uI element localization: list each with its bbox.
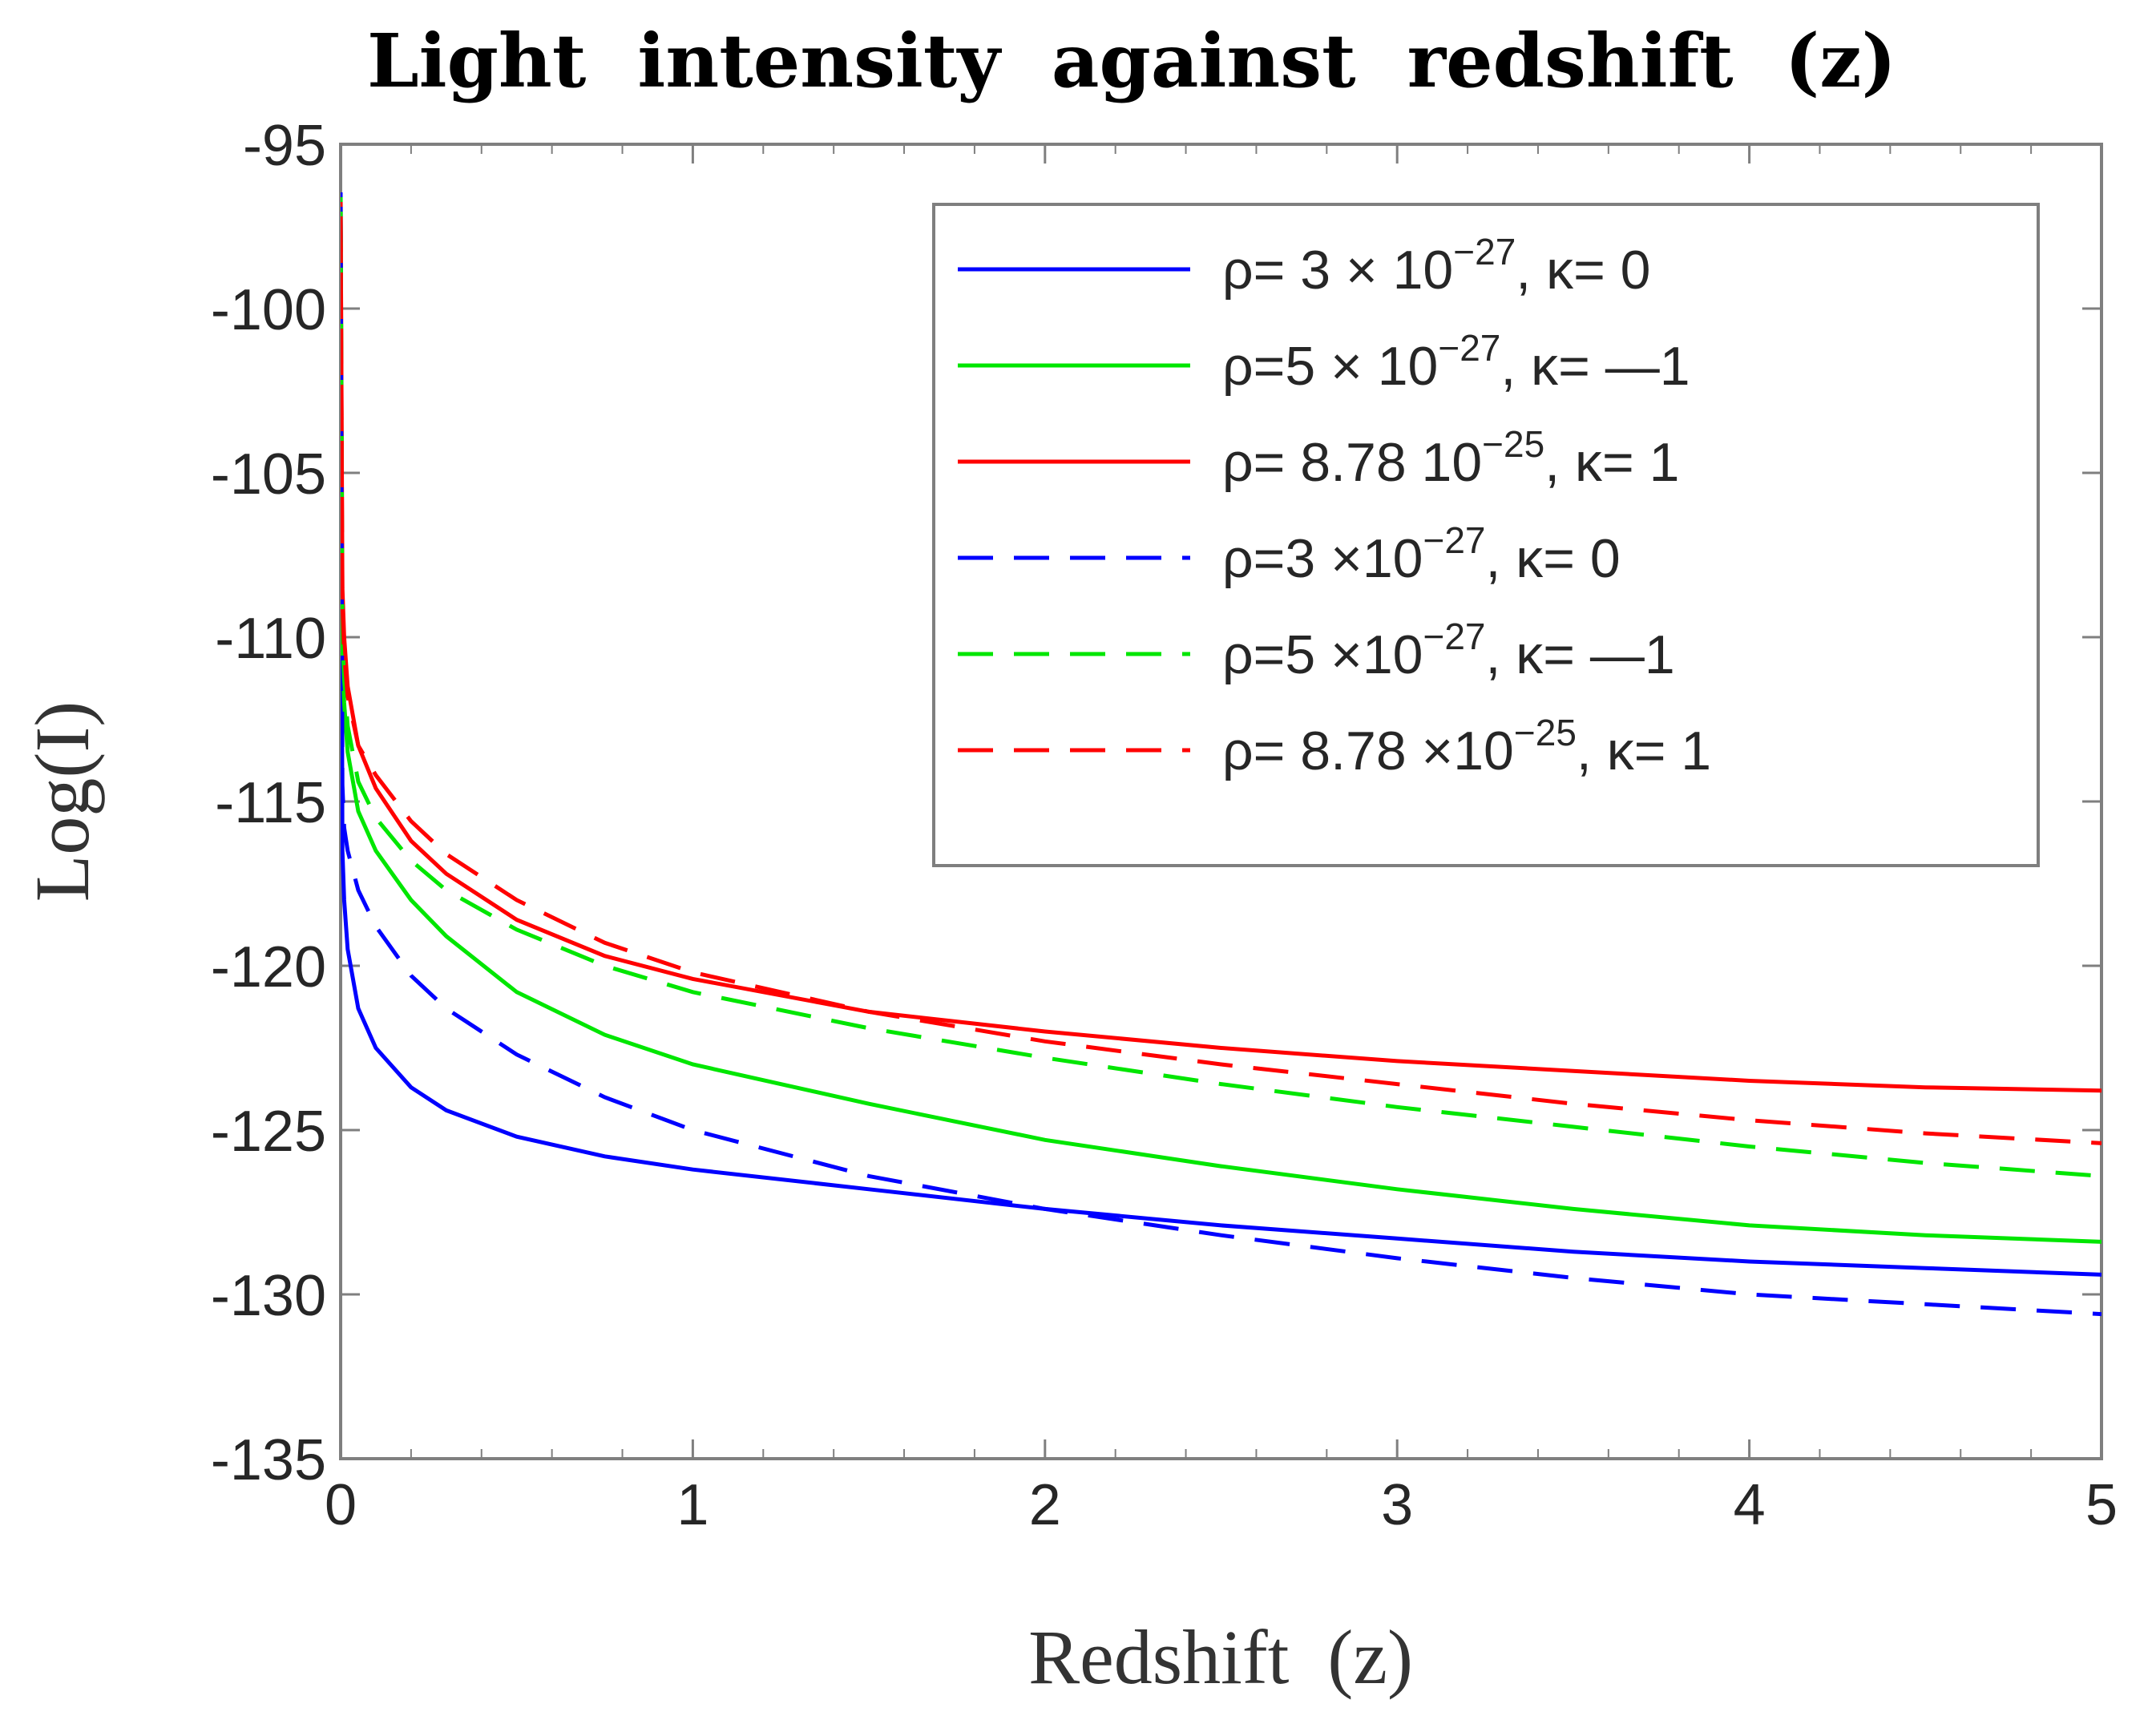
y-tick-label: -110 [215, 607, 326, 671]
x-tick-label: 1 [676, 1473, 709, 1537]
y-tick-label: -120 [211, 935, 326, 999]
series-line [341, 211, 2101, 1178]
axis-ticks [339, 143, 2103, 1460]
legend-label: ρ= 3 × 10−27, κ= 0 [1222, 231, 1651, 301]
y-tick-label: -125 [211, 1100, 326, 1164]
x-tick-label: 0 [325, 1473, 357, 1537]
legend-label: ρ= 8.78 10−25, κ= 1 [1222, 423, 1679, 493]
legend-box [932, 203, 2040, 867]
y-tick-label: -115 [215, 771, 326, 835]
y-tick-label: -105 [211, 442, 326, 507]
legend-label: ρ=3 ×10−27, κ= 0 [1222, 519, 1621, 589]
legend-label: ρ=5 ×10−27, κ= —1 [1222, 616, 1675, 685]
y-tick-label: -100 [211, 278, 326, 342]
x-axis-label: Redshift (z) [1028, 1614, 1413, 1700]
chart-title: Light intensity against redshift (z) [367, 18, 1896, 104]
series-line [341, 216, 2101, 1145]
y-tick-label: -135 [211, 1428, 326, 1492]
x-tick-label: 2 [1029, 1473, 1061, 1537]
series-line [341, 196, 2101, 1244]
x-tick-label: 5 [2085, 1473, 2118, 1537]
x-tick-label: 4 [1734, 1473, 1766, 1537]
series-layer [341, 192, 2101, 1317]
series-line [341, 206, 2101, 1317]
series-line [341, 192, 2101, 1277]
y-tick-label: -95 [243, 114, 326, 178]
legend: ρ= 3 × 10−27, κ= 0 ρ=5 × 10−27, κ= —1 ρ= 8… [932, 203, 2040, 867]
legend-label: ρ=5 × 10−27, κ= —1 [1222, 327, 1690, 397]
y-tick-label: -130 [211, 1264, 326, 1328]
legend-label: ρ= 8.78 ×10−25, κ= 1 [1222, 712, 1711, 781]
y-axis-label: Log(I) [19, 701, 105, 902]
x-tick-label: 3 [1381, 1473, 1413, 1537]
tick-labels: 0 1 2 3 4 5 -95 -100 -105 -110 -115 -120 -125 -130 -13… [211, 114, 2118, 1537]
